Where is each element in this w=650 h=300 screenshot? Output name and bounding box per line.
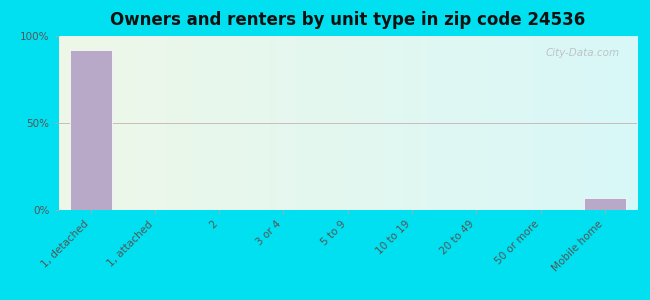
Text: City-Data.com: City-Data.com: [545, 48, 619, 58]
Title: Owners and renters by unit type in zip code 24536: Owners and renters by unit type in zip c…: [110, 11, 586, 29]
Bar: [70, 50, 112, 210]
Bar: [584, 198, 626, 210]
